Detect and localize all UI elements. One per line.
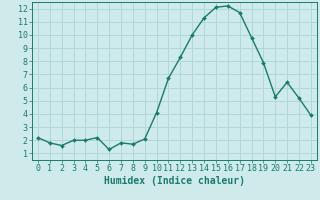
X-axis label: Humidex (Indice chaleur): Humidex (Indice chaleur) bbox=[104, 176, 245, 186]
